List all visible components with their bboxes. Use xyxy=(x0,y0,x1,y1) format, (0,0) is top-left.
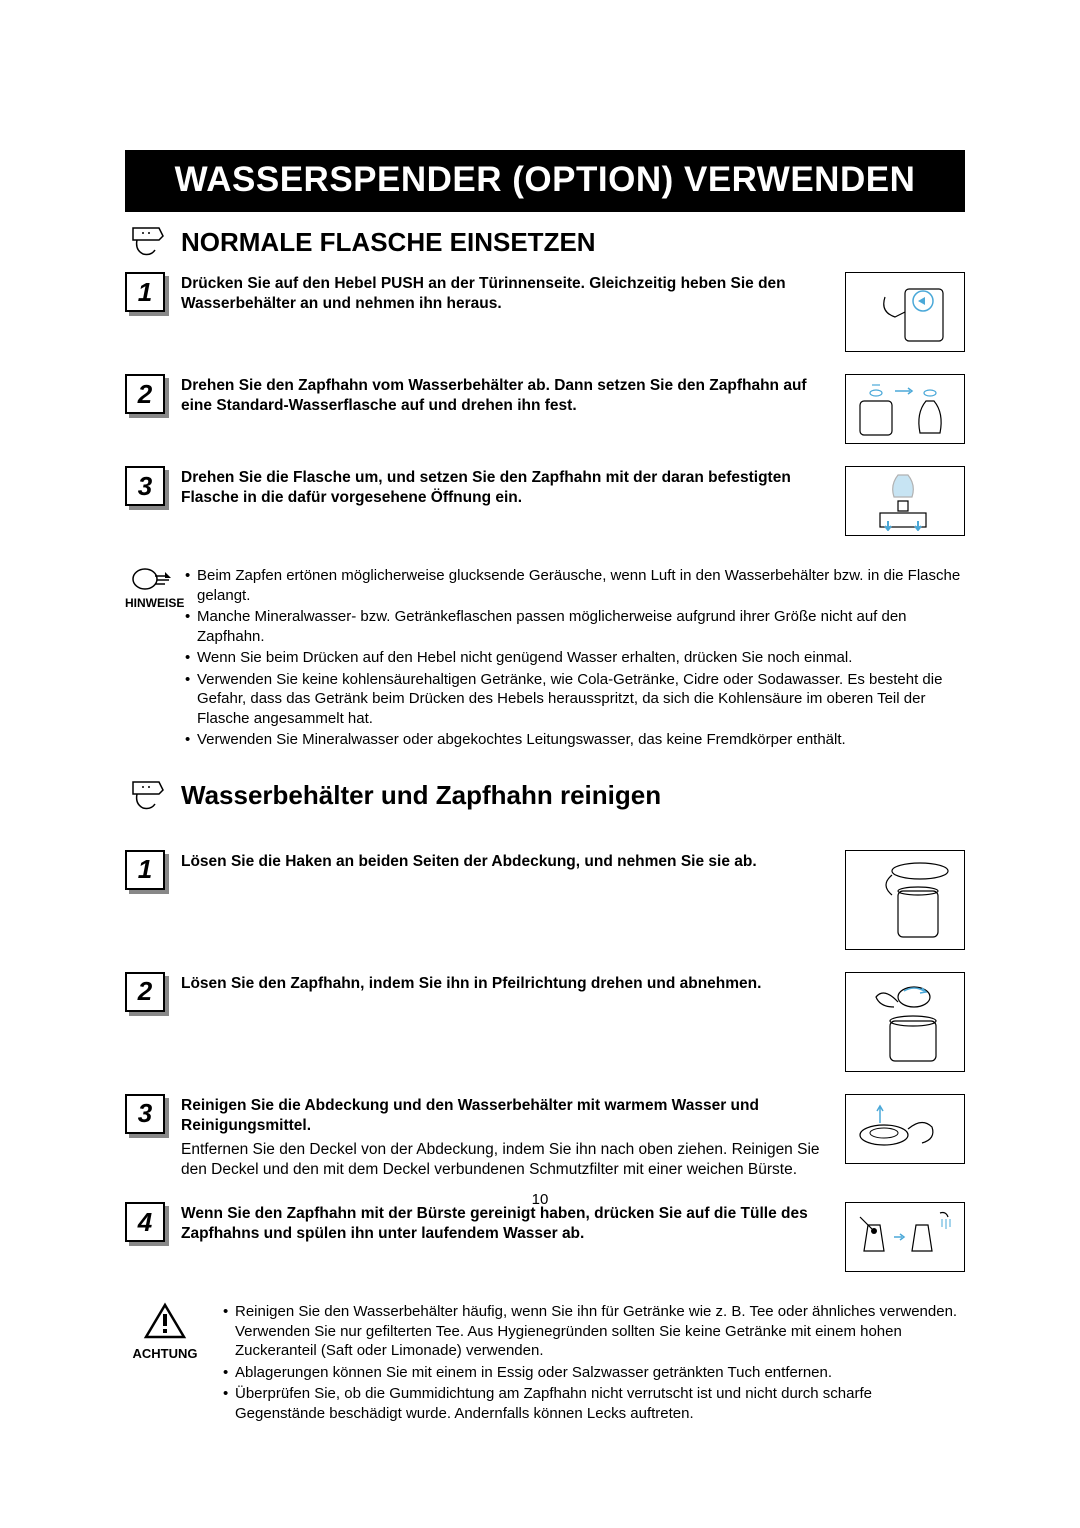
step-number-4: 4 xyxy=(125,1202,169,1246)
step-illustration xyxy=(845,272,965,352)
step-illustration xyxy=(845,374,965,444)
step-text: Drehen Sie die Flasche um, und setzen Si… xyxy=(181,466,845,508)
step-text: Lösen Sie den Zapfhahn, indem Sie ihn in… xyxy=(181,972,845,994)
step-number-3: 3 xyxy=(125,466,169,510)
achtung-icon: ACHTUNG xyxy=(125,1302,205,1361)
step-number-1: 1 xyxy=(125,272,169,316)
step-text: Lösen Sie die Haken an beiden Seiten der… xyxy=(181,850,845,872)
section-title-1: NORMALE FLASCHE EINSETZEN xyxy=(181,227,596,258)
caution-block: ACHTUNG Reinigen Sie den Wasserbehälter … xyxy=(125,1302,965,1425)
caution-item: Reinigen Sie den Wasserbehälter häufig, … xyxy=(223,1302,965,1361)
step-number-2: 2 xyxy=(125,374,169,418)
caution-list: Reinigen Sie den Wasserbehälter häufig, … xyxy=(205,1302,965,1425)
hinweise-icon: HINWEISE xyxy=(125,566,177,610)
notes-block: HINWEISE Beim Zapfen ertönen möglicherwe… xyxy=(125,566,965,752)
note-item: Wenn Sie beim Drücken auf den Hebel nich… xyxy=(185,648,965,668)
notes-list: Beim Zapfen ertönen möglicherweise gluck… xyxy=(177,566,965,752)
step-number-1: 1 xyxy=(125,850,169,894)
section-header-1: NORMALE FLASCHE EINSETZEN xyxy=(125,222,965,262)
caution-item: Überprüfen Sie, ob die Gummidichtung am … xyxy=(223,1384,965,1423)
section-header-2: Wasserbehälter und Zapfhahn reinigen xyxy=(125,776,965,816)
step-2-2: 2 Lösen Sie den Zapfhahn, indem Sie ihn … xyxy=(125,972,965,1072)
page-number: 10 xyxy=(0,1191,1080,1208)
section-title-2: Wasserbehälter und Zapfhahn reinigen xyxy=(181,780,661,811)
hand-point-icon xyxy=(125,776,173,816)
note-item: Verwenden Sie Mineralwasser oder abgekoc… xyxy=(185,730,965,750)
step-text: Drücken Sie auf den Hebel PUSH an der Tü… xyxy=(181,272,845,314)
step-illustration xyxy=(845,1202,965,1272)
step-1-2: 2 Drehen Sie den Zapfhahn vom Wasserbehä… xyxy=(125,374,965,444)
step-illustration xyxy=(845,972,965,1072)
step-text: Drehen Sie den Zapfhahn vom Wasserbehält… xyxy=(181,374,845,416)
page-title: WASSERSPENDER (OPTION) VERWENDEN xyxy=(125,150,965,212)
step-text: Reinigen Sie die Abdeckung und den Wasse… xyxy=(181,1094,845,1181)
step-2-1: 1 Lösen Sie die Haken an beiden Seiten d… xyxy=(125,850,965,950)
step-2-4: 4 Wenn Sie den Zapfhahn mit der Bürste g… xyxy=(125,1202,965,1272)
step-illustration xyxy=(845,466,965,536)
step-number-2: 2 xyxy=(125,972,169,1016)
step-illustration xyxy=(845,1094,965,1164)
hand-point-icon xyxy=(125,222,173,262)
step-1-3: 3 Drehen Sie die Flasche um, und setzen … xyxy=(125,466,965,536)
note-item: Manche Mineralwasser- bzw. Getränkeflasc… xyxy=(185,607,965,646)
caution-item: Ablagerungen können Sie mit einem in Ess… xyxy=(223,1363,965,1383)
note-item: Verwenden Sie keine kohlensäurehaltigen … xyxy=(185,670,965,729)
note-item: Beim Zapfen ertönen möglicherweise gluck… xyxy=(185,566,965,605)
step-illustration xyxy=(845,850,965,950)
step-text: Wenn Sie den Zapfhahn mit der Bürste ger… xyxy=(181,1202,845,1244)
step-number-3: 3 xyxy=(125,1094,169,1138)
step-1-1: 1 Drücken Sie auf den Hebel PUSH an der … xyxy=(125,272,965,352)
step-2-3: 3 Reinigen Sie die Abdeckung und den Was… xyxy=(125,1094,965,1181)
